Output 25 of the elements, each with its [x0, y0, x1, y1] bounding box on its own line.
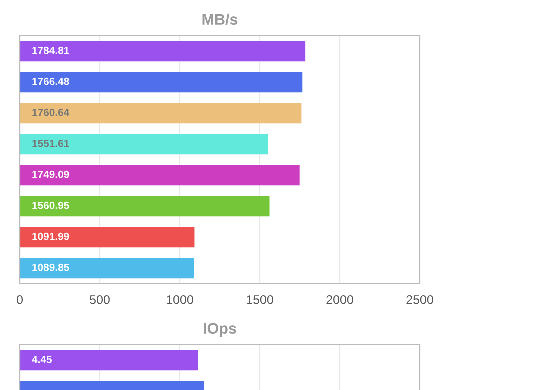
data-label: 1749.09	[32, 170, 70, 178]
data-label: 4.45	[32, 356, 52, 364]
x-tick-label: 0	[17, 295, 23, 304]
x-tick-label: 500	[90, 295, 110, 304]
bar	[20, 227, 195, 248]
x-tick-label: 1500	[247, 295, 274, 304]
bar	[20, 103, 302, 124]
data-label: 1551.61	[32, 140, 70, 148]
bar	[20, 258, 194, 279]
bar	[20, 72, 303, 93]
chart-title: MB/s	[202, 14, 238, 26]
data-label: 1560.95	[32, 202, 70, 210]
x-tick-label: 1000	[167, 295, 194, 304]
data-label: 1784.81	[32, 46, 70, 54]
data-label: 1089.85	[32, 264, 70, 272]
bar	[20, 196, 270, 217]
bar	[20, 134, 268, 155]
data-label: 1766.48	[32, 78, 70, 86]
bar	[20, 165, 300, 186]
x-tick-label: 2500	[406, 295, 434, 304]
x-tick-label: 2000	[326, 295, 354, 304]
data-label: 1091.99	[32, 232, 70, 240]
bar	[20, 41, 306, 62]
data-label: 1760.64	[32, 108, 70, 116]
chart-title: IOps	[204, 323, 236, 338]
